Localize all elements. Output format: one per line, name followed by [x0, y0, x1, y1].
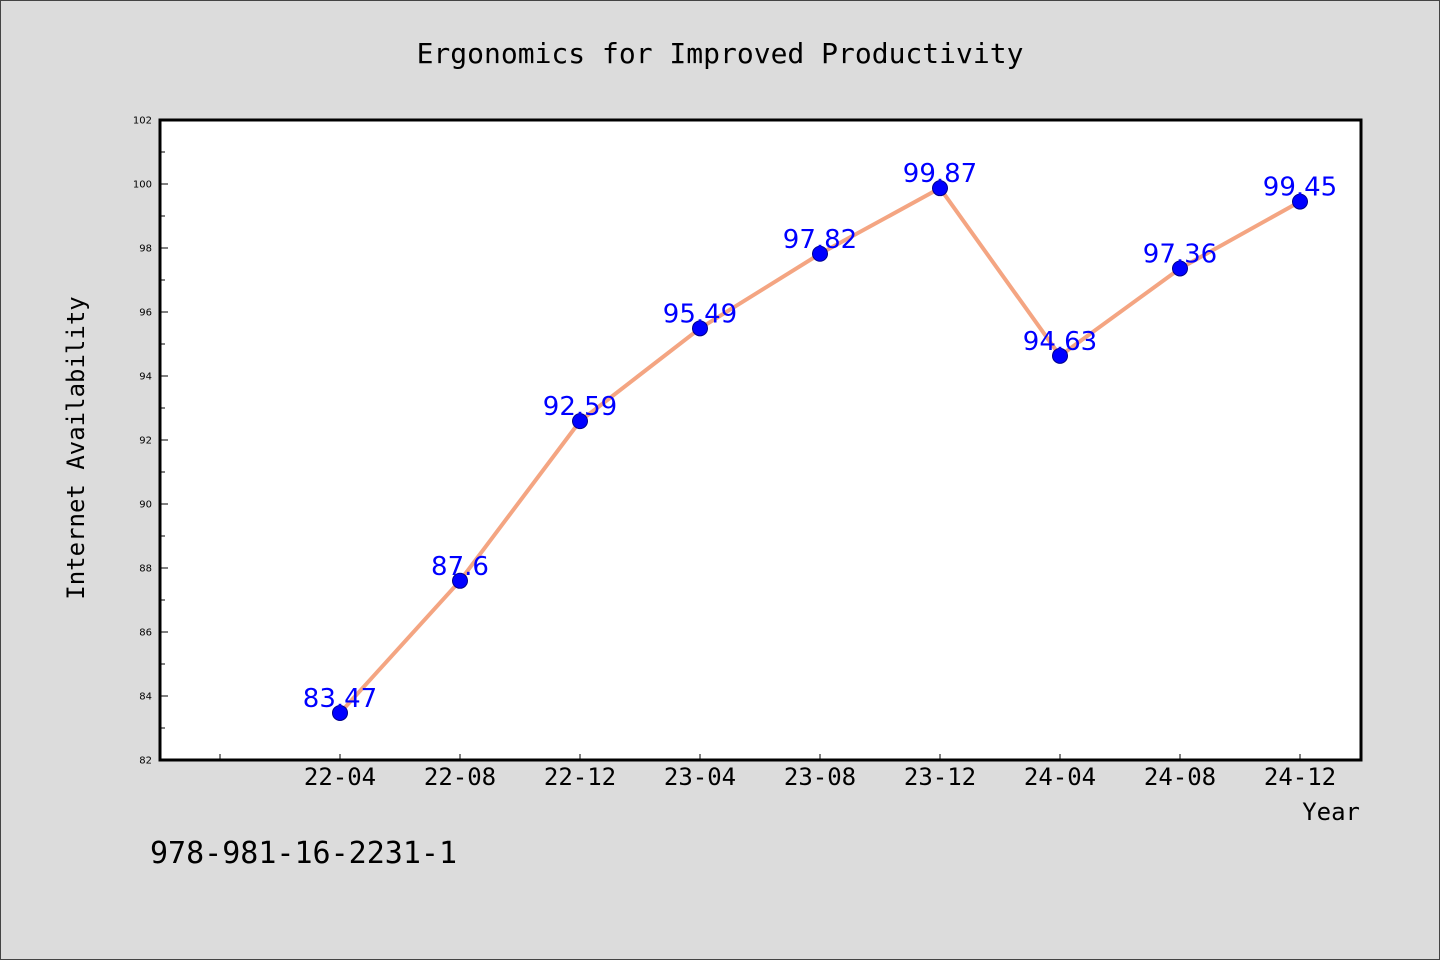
- data-label: 92.59: [543, 392, 617, 422]
- data-label: 99.45: [1263, 173, 1337, 203]
- data-point: [332, 704, 348, 721]
- data-point: [1292, 193, 1308, 210]
- marker-group: [332, 180, 1308, 721]
- y-tick-label: 96: [139, 308, 152, 319]
- y-tick-label: 94: [139, 372, 152, 383]
- data-label: 83.47: [303, 684, 377, 714]
- data-point: [692, 320, 708, 337]
- x-tick-label: 24-12: [1264, 763, 1336, 791]
- y-tick-label: 92: [139, 436, 152, 447]
- plot-frame: [158, 118, 1363, 762]
- y-tick-label: 88: [139, 564, 152, 575]
- y-axis-label: Internet Availability: [62, 296, 90, 599]
- x-tick-label: 24-04: [1024, 763, 1096, 791]
- data-point: [452, 572, 468, 589]
- y-tick-label: 90: [139, 500, 152, 511]
- data-point: [1052, 347, 1068, 364]
- y-tick-label: 102: [133, 116, 152, 127]
- data-point: [932, 180, 948, 197]
- data-label: 95.49: [663, 299, 737, 329]
- y-axis-ticks: 82 84 86 88 90 92 94 96 98 100 102: [133, 116, 168, 767]
- data-point: [572, 413, 588, 430]
- y-tick-label: 84: [139, 692, 152, 703]
- x-tick-label: 23-12: [904, 763, 976, 791]
- footer-code: 978-981-16-2231-1: [150, 836, 457, 871]
- x-tick-label: 22-04: [304, 763, 376, 791]
- y-tick-label: 86: [139, 628, 152, 639]
- data-label: 94.63: [1023, 327, 1097, 357]
- data-label: 97.36: [1143, 239, 1217, 269]
- data-label-group: 83.47 87.6 92.59 95.49 97.82 99.87 94.63 97.36 9…: [303, 159, 1337, 714]
- data-label: 99.87: [903, 159, 977, 189]
- x-axis-label: Year: [1302, 798, 1360, 826]
- x-tick-label: 23-08: [784, 763, 856, 791]
- x-tick-label: 22-08: [424, 763, 496, 791]
- x-tick-label: 23-04: [664, 763, 736, 791]
- data-point: [1172, 260, 1188, 277]
- data-label: 87.6: [431, 552, 489, 582]
- plot-area: [160, 120, 1361, 760]
- y-tick-label: 100: [133, 180, 152, 191]
- y-tick-label: 82: [139, 756, 152, 767]
- x-axis-ticks: 22-04 22-08 22-12 23-04 23-08 23-12 24-04 24-08…: [219, 754, 1336, 791]
- data-point: [812, 245, 828, 262]
- data-label: 97.82: [783, 225, 857, 255]
- x-tick-label: 22-12: [544, 763, 616, 791]
- x-tick-label: 24-08: [1144, 763, 1216, 791]
- chart-title: Ergonomics for Improved Productivity: [417, 37, 1024, 70]
- y-tick-label: 98: [139, 244, 152, 255]
